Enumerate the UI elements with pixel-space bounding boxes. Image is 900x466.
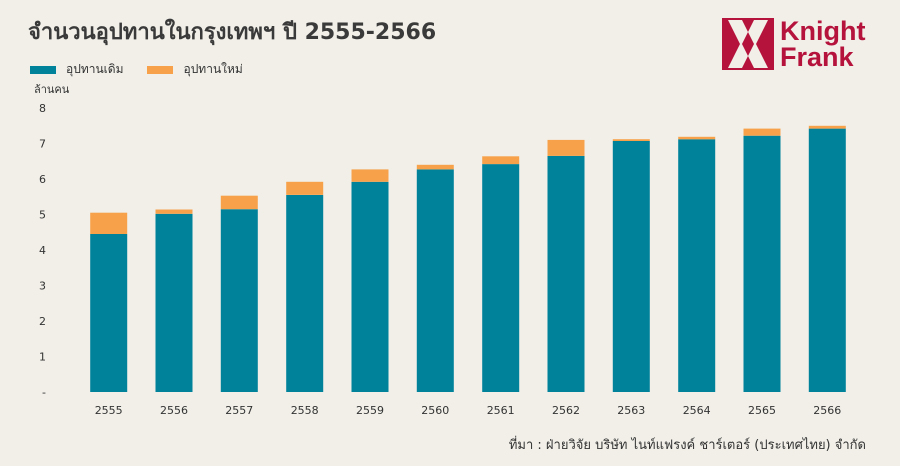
bar-existing-supply [547, 155, 585, 392]
bar-existing-supply [220, 209, 258, 392]
logo-line-2: Frank [780, 42, 854, 72]
bar-new-supply [678, 136, 716, 140]
y-tick-label: 3 [39, 280, 46, 293]
legend-label-new: อุปทานใหม่ [183, 62, 243, 76]
source-note: ที่มา : ฝ่ายวิจัย บริษัท ไนท์แฟรงค์ ชาร์… [508, 438, 866, 453]
x-tick-label: 2556 [160, 404, 188, 417]
knight-frank-mark-icon [722, 18, 774, 70]
bar-new-supply [351, 169, 389, 182]
bar-new-supply [547, 139, 585, 156]
bar-new-supply [612, 139, 650, 141]
bar-existing-supply [743, 135, 781, 392]
bar-group [90, 125, 846, 392]
y-axis: - 1 2 3 4 5 6 7 8 [39, 102, 46, 399]
y-tick-label: 7 [39, 138, 46, 151]
y-axis-unit-label: ล้านคน [34, 83, 70, 96]
y-tick-label: - [42, 386, 46, 399]
x-tick-label: 2566 [813, 404, 841, 417]
x-axis: 2555 2556 2557 2558 2559 2560 2561 2562 2563 2564… [95, 404, 842, 417]
legend-swatch-existing [30, 65, 56, 74]
bar-new-supply [286, 181, 324, 195]
y-tick-label: 1 [39, 351, 46, 364]
x-tick-label: 2555 [95, 404, 123, 417]
y-tick-label: 8 [39, 102, 46, 115]
bar-existing-supply [286, 195, 324, 392]
x-tick-label: 2560 [421, 404, 449, 417]
bar-new-supply [482, 156, 520, 165]
logo-line-1: Knight [780, 16, 866, 46]
legend-swatch-new [147, 65, 174, 74]
x-tick-label: 2562 [552, 404, 580, 417]
x-tick-label: 2558 [291, 404, 319, 417]
x-tick-label: 2565 [748, 404, 776, 417]
bar-existing-supply [612, 141, 650, 392]
y-tick-label: 6 [39, 173, 46, 186]
y-tick-label: 2 [39, 315, 46, 328]
bar-new-supply [220, 195, 258, 210]
x-tick-label: 2564 [683, 404, 711, 417]
bar-existing-supply [416, 169, 454, 392]
bar-existing-supply [90, 234, 128, 392]
bar-existing-supply [808, 128, 846, 392]
x-tick-label: 2559 [356, 404, 384, 417]
legend-item-existing: อุปทานเดิม [30, 60, 123, 79]
x-tick-label: 2563 [617, 404, 645, 417]
x-tick-label: 2561 [487, 404, 515, 417]
legend-item-new: อุปทานใหม่ [147, 60, 243, 79]
logo-wordmark: Knight Frank [780, 16, 866, 72]
bar-new-supply [155, 209, 193, 214]
y-tick-label: 5 [39, 209, 46, 222]
y-tick-label: 4 [39, 244, 46, 257]
legend-label-existing: อุปทานเดิม [66, 62, 124, 76]
bar-existing-supply [155, 213, 193, 392]
bar-new-supply [743, 128, 781, 136]
chart-legend: อุปทานเดิม อุปทานใหม่ [30, 60, 267, 79]
bar-existing-supply [482, 164, 520, 392]
chart-title: จำนวนอุปทานในกรุงเทพฯ ปี 2555-2566 [28, 20, 437, 45]
bar-new-supply [416, 164, 454, 170]
bar-new-supply [808, 125, 846, 129]
knight-frank-logo: Knight Frank [722, 16, 866, 72]
bar-existing-supply [678, 139, 716, 392]
bar-existing-supply [351, 181, 389, 392]
x-tick-label: 2557 [225, 404, 253, 417]
bar-new-supply [90, 212, 128, 234]
